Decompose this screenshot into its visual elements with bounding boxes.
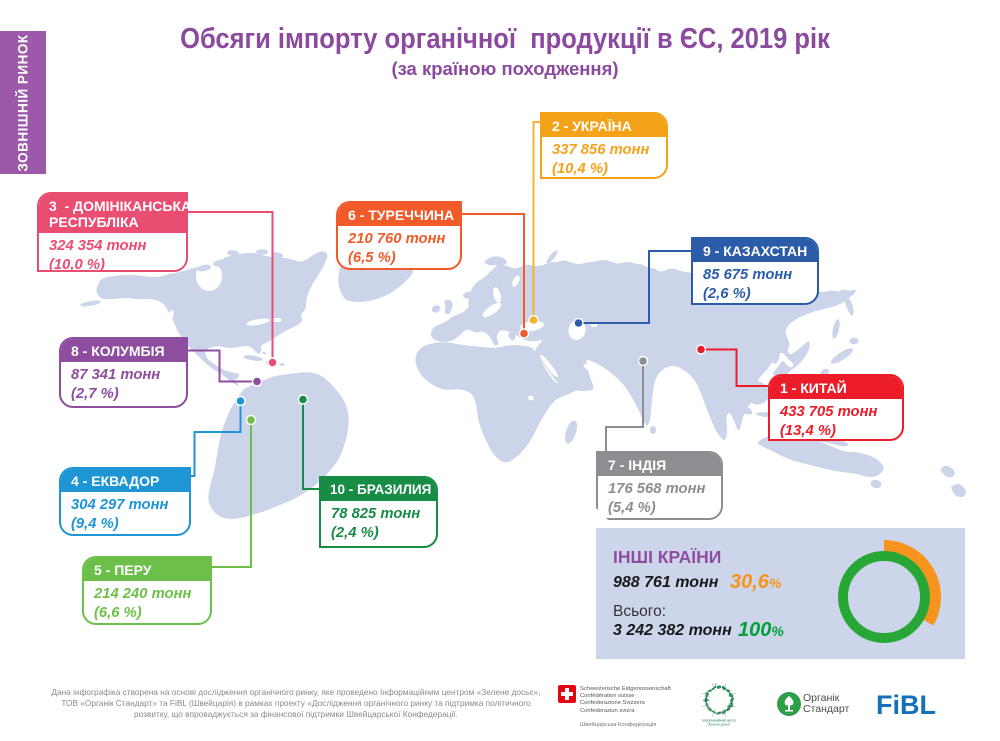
svg-text:Інформаційний центр: Інформаційний центр (702, 719, 736, 723)
svg-text:"Зелене досьє": "Зелене досьє" (707, 723, 732, 727)
